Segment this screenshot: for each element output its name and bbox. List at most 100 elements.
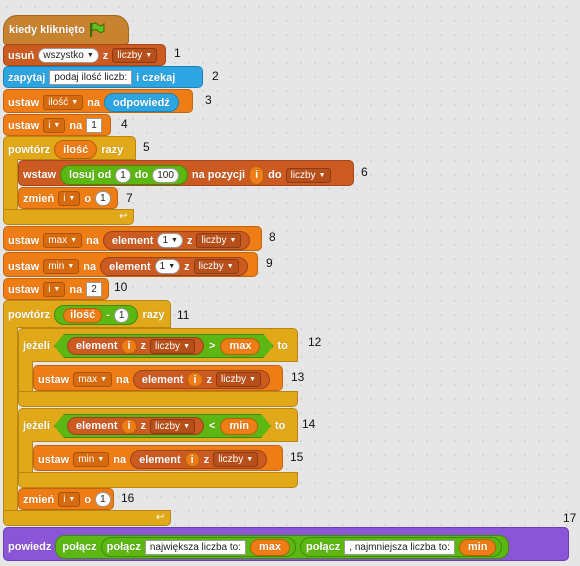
index-dropdown[interactable]: 1 ▼ (157, 233, 183, 248)
value-input[interactable]: 1 (95, 191, 111, 206)
dropdown-arrow-icon: ▼ (68, 195, 76, 202)
repeat-block[interactable]: powtórz ilość razy (3, 136, 136, 160)
to-input[interactable]: 100 (152, 167, 179, 183)
join-reporter[interactable]: połącz połącz największa liczba to: max … (55, 535, 510, 559)
join-reporter[interactable]: połącz , najmniejsza liczba to: min (300, 537, 503, 557)
block-keyword: z (102, 49, 109, 62)
variable-reporter[interactable]: max (220, 338, 260, 355)
variable-reporter[interactable]: min (458, 538, 497, 556)
set-variable-block[interactable]: ustaw max ▼ na element i z liczby ▼ (33, 365, 283, 391)
list-dropdown[interactable]: liczby ▼ (150, 419, 195, 434)
say-block[interactable]: powiedz połącz połącz największa liczba … (3, 527, 569, 561)
if-block[interactable]: jeżeli element i z liczby ▼ > max to (18, 328, 298, 362)
set-variable-block[interactable]: ustaw i ▼ na 1 (3, 114, 111, 136)
variable-reporter[interactable]: i (187, 372, 203, 387)
subtract-reporter[interactable]: ilość - 1 (54, 305, 139, 325)
variable-reporter[interactable]: i (249, 165, 265, 185)
value-input[interactable]: 1 (95, 492, 111, 507)
variable-reporter[interactable]: max (250, 538, 291, 556)
set-variable-block[interactable]: ustaw min ▼ na element 1 ▼ z liczby ▼ (3, 252, 258, 277)
pick-random-reporter[interactable]: losuj od 1 do 100 (60, 165, 188, 185)
loop-arrow-icon: ↩ (156, 512, 165, 523)
item-of-list-reporter[interactable]: element i z liczby ▼ (67, 417, 204, 435)
block-keyword: zmień (23, 493, 55, 506)
repeat-block[interactable]: powtórz ilość - 1 razy (3, 300, 171, 328)
variable-reporter[interactable]: ilość (54, 140, 98, 159)
dropdown-arrow-icon: ▼ (67, 263, 75, 270)
list-dropdown[interactable]: liczby ▼ (285, 167, 331, 183)
item-of-list-reporter[interactable]: element i z liczby ▼ (67, 337, 204, 355)
reporter-label: max (259, 541, 282, 553)
value-input[interactable]: 1 (113, 307, 130, 323)
list-dropdown[interactable]: liczby ▼ (196, 233, 242, 248)
operator-label: < (209, 420, 216, 432)
variable-dropdown[interactable]: i ▼ (43, 282, 66, 297)
change-variable-block[interactable]: zmień i ▼ o 1 (18, 488, 114, 510)
variable-reporter[interactable]: min (220, 418, 258, 435)
block-keyword: ustaw (38, 373, 70, 386)
if-block[interactable]: jeżeli element i z liczby ▼ < min to (18, 408, 298, 442)
item-of-list-reporter[interactable]: element 1 ▼ z liczby ▼ (102, 231, 251, 250)
if-bottom (18, 391, 298, 407)
list-dropdown[interactable]: liczby ▼ (213, 452, 259, 467)
value-input[interactable]: 2 (86, 282, 102, 297)
join-reporter[interactable]: połącz największa liczba to: max (100, 537, 297, 557)
variable-dropdown[interactable]: max ▼ (73, 372, 113, 387)
item-dropdown[interactable]: wszystko ▼ (38, 48, 99, 63)
change-variable-block[interactable]: zmień i ▼ o 1 (18, 187, 118, 209)
line-number: 2 (212, 69, 219, 83)
item-of-list-reporter[interactable]: element i z liczby ▼ (132, 370, 270, 389)
index-dropdown[interactable]: 1 ▼ (154, 259, 181, 274)
greater-than-condition[interactable]: element i z liczby ▼ > max (54, 334, 274, 358)
when-flag-clicked-hat[interactable]: kiedy kliknięto (3, 15, 129, 45)
operator-label: > (209, 340, 216, 352)
ask-and-wait-block[interactable]: zapytaj podaj ilość liczb: i czekaj (3, 66, 203, 88)
variable-dropdown[interactable]: i ▼ (58, 492, 81, 507)
reporter-label: i (255, 169, 259, 181)
variable-reporter[interactable]: i (184, 452, 200, 467)
if-bottom (18, 472, 298, 488)
variable-dropdown[interactable]: max ▼ (43, 233, 83, 248)
variable-reporter[interactable]: ilość (63, 307, 103, 323)
list-dropdown[interactable]: liczby ▼ (216, 372, 261, 387)
block-keyword: na (116, 373, 129, 386)
list-dropdown[interactable]: liczby ▼ (193, 259, 239, 274)
variable-reporter[interactable]: i (121, 419, 136, 434)
block-keyword: na (86, 234, 99, 247)
set-variable-block[interactable]: ustaw i ▼ na 2 (3, 278, 109, 300)
question-input[interactable]: podaj ilość liczb: (49, 70, 133, 85)
answer-reporter[interactable]: odpowiedź (103, 93, 179, 112)
set-variable-block[interactable]: ustaw max ▼ na element 1 ▼ z liczby ▼ (3, 226, 262, 251)
block-keyword: o (84, 192, 92, 205)
variable-dropdown[interactable]: i ▼ (58, 191, 81, 206)
variable-dropdown[interactable]: min ▼ (43, 259, 80, 274)
dropdown-arrow-icon: ▼ (71, 99, 79, 106)
insert-at-list-block[interactable]: wstaw losuj od 1 do 100 na pozycji i do … (18, 160, 354, 186)
reporter-label: połącz (62, 541, 97, 553)
text-input[interactable]: największa liczba to: (144, 539, 247, 555)
set-variable-block[interactable]: ustaw ilość ▼ na odpowiedź (3, 89, 193, 113)
item-of-list-reporter[interactable]: element 1 ▼ z liczby ▼ (100, 257, 248, 276)
from-input[interactable]: 1 (115, 167, 131, 183)
text-input[interactable]: , najmniejsza liczba to: (344, 539, 455, 555)
delete-from-list-block[interactable]: usuń wszystko ▼ z liczby ▼ (3, 44, 166, 66)
line-number: 17 (563, 511, 577, 525)
dropdown-arrow-icon: ▼ (100, 376, 108, 383)
item-of-list-reporter[interactable]: element i z liczby ▼ (130, 450, 268, 469)
reporter-label: odpowiedź (112, 96, 170, 109)
dropdown-arrow-icon: ▼ (183, 342, 190, 350)
list-dropdown[interactable]: liczby ▼ (112, 48, 158, 63)
dropdown-arrow-icon: ▼ (246, 456, 254, 463)
less-than-condition[interactable]: element i z liczby ▼ < min (54, 414, 271, 438)
variable-dropdown[interactable]: min ▼ (73, 452, 110, 467)
block-keyword: na (113, 453, 127, 466)
reporter-label: z (140, 420, 147, 432)
set-variable-block[interactable]: ustaw min ▼ na element i z liczby ▼ (33, 445, 283, 471)
variable-dropdown[interactable]: ilość ▼ (43, 95, 84, 110)
value-input[interactable]: 1 (86, 118, 102, 133)
line-number: 12 (308, 335, 322, 349)
block-keyword: i czekaj (136, 71, 176, 84)
list-dropdown[interactable]: liczby ▼ (150, 339, 195, 354)
variable-reporter[interactable]: i (121, 339, 136, 354)
variable-dropdown[interactable]: i ▼ (43, 118, 66, 133)
